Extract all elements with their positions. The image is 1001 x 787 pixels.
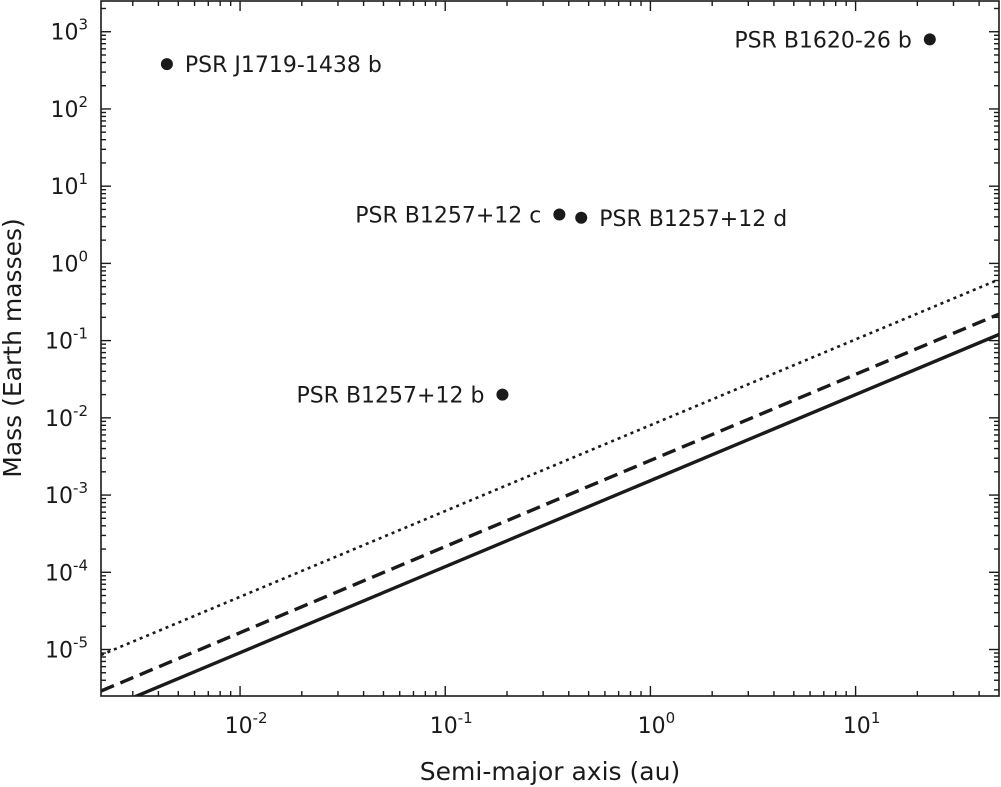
- x-tick-label: 10-2: [225, 709, 268, 739]
- model-line-dotted: [101, 278, 999, 657]
- planet-points: PSR J1719-1438 b PSR B1620-26 b PSR B1257+…: [160, 28, 936, 409]
- point-label: PSR B1257+12 d: [599, 207, 787, 232]
- y-tick-label: 102: [50, 93, 88, 123]
- point-label: PSR B1257+12 b: [296, 384, 484, 409]
- axis-ticks: 10-2 10-1 100 101 10-5 10-4 10-3 10-2 10-1 100 101…: [45, 1, 999, 739]
- model-lines: [101, 278, 999, 696]
- point-label: PSR B1257+12 c: [355, 203, 541, 228]
- x-tick-label: 100: [638, 709, 676, 739]
- data-point: [496, 388, 509, 401]
- y-tick-label: 10-1: [45, 325, 88, 355]
- y-tick-label: 10-2: [45, 402, 88, 432]
- y-tick-label: 101: [50, 170, 88, 200]
- data-point: [575, 211, 588, 224]
- point-label: PSR B1620-26 b: [734, 28, 911, 53]
- data-point: [923, 33, 936, 46]
- data-point: [160, 58, 173, 71]
- y-tick-label: 10-5: [45, 634, 88, 664]
- x-tick-label: 101: [843, 709, 881, 739]
- y-tick-label: 10-4: [45, 556, 88, 586]
- x-tick-label: 10-1: [430, 709, 473, 739]
- model-line-dashed: [101, 312, 999, 693]
- data-point: [553, 208, 566, 221]
- y-tick-label: 100: [50, 247, 88, 277]
- y-axis-title: Mass (Earth masses): [0, 218, 27, 478]
- x-axis-title: Semi-major axis (au): [420, 757, 680, 786]
- y-tick-label: 10-3: [45, 479, 88, 509]
- model-line-solid: [132, 332, 999, 696]
- point-label: PSR J1719-1438 b: [185, 53, 382, 78]
- plot-frame: [100, 0, 1000, 697]
- y-tick-label: 103: [50, 16, 88, 46]
